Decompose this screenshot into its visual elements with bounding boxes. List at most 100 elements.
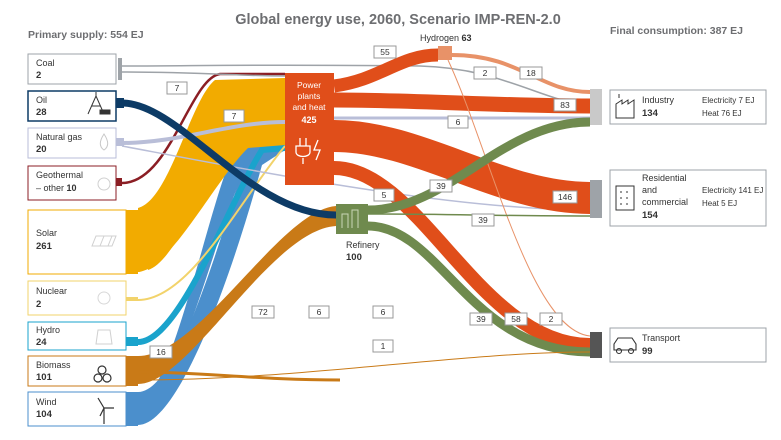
residential-detail-1: Electricity 141 EJ [702, 186, 763, 195]
flow-biomass-transport [137, 351, 591, 381]
flow-label: 146 [552, 190, 578, 204]
svg-text:2: 2 [483, 68, 488, 78]
flow-power-residential [333, 120, 591, 214]
consumer-residential[interactable]: Residential and commercial 154 Electrici… [590, 169, 767, 227]
svg-text:83: 83 [560, 100, 570, 110]
power-label-1: Power [297, 80, 321, 90]
flow-label: 72 [251, 305, 275, 319]
flow-gas-power [121, 120, 286, 145]
nuclear-icon [97, 291, 111, 305]
svg-text:1: 1 [381, 341, 386, 351]
source-hydro-label: Hydro [36, 325, 60, 335]
refinery-icon [341, 209, 359, 228]
primary-supply-header: Primary supply: 554 EJ [28, 29, 144, 41]
car-icon [613, 337, 637, 355]
log-pile-icon [93, 365, 112, 383]
solar-panel-icon [91, 235, 117, 247]
source-box-wind[interactable] [27, 391, 127, 427]
svg-text:6: 6 [456, 117, 461, 127]
flow-geothermal-power [121, 72, 285, 185]
svg-text:55: 55 [380, 47, 390, 57]
node-power-plants[interactable]: Power plants and heat 425 [285, 73, 334, 185]
svg-text:7: 7 [232, 111, 237, 121]
flow-label: 5 [373, 188, 395, 202]
hydrogen-label: Hydrogen 63 [420, 33, 472, 43]
consumer-industry[interactable]: Industry 134 Electricity 7 EJ Heat 76 EJ [590, 89, 767, 125]
flow-wind-power [138, 139, 285, 409]
svg-text:2: 2 [549, 314, 554, 324]
flow-label: 39 [471, 213, 495, 227]
svg-text:146: 146 [558, 192, 572, 202]
flow-label: 7 [166, 81, 188, 95]
source-gas-value: 20 [36, 144, 47, 155]
flow-power-hydrogen [333, 48, 439, 93]
flows [121, 48, 591, 425]
flow-gas-residential [121, 145, 591, 211]
flow-power-transport [333, 161, 591, 352]
source-nuclear-label: Nuclear [36, 286, 67, 296]
source-wind-value: 104 [36, 409, 53, 420]
source-geothermal-label-2: – other 10 [36, 183, 77, 193]
flow-label: 18 [519, 66, 543, 80]
power-label-2: plants [298, 91, 321, 101]
flow-label: 7 [223, 109, 245, 123]
residential-value: 154 [642, 210, 659, 221]
source-boxes: Coal 2 Oil 28 Natural gas 20 Geothermal … [27, 53, 138, 427]
transport-label: Transport [642, 333, 681, 343]
flow-hydro-power [137, 145, 286, 345]
power-value: 425 [301, 115, 316, 125]
industry-value: 134 [642, 108, 659, 119]
svg-text:16: 16 [156, 347, 166, 357]
source-box-geothermal[interactable] [27, 165, 117, 201]
flow-label: 39 [469, 312, 493, 326]
source-box-oil[interactable] [27, 90, 117, 122]
residential-label-1: Residential [642, 173, 687, 183]
plug-lightning-icon [295, 138, 321, 164]
industry-detail-2: Heat 76 EJ [702, 109, 742, 118]
source-oil-label: Oil [36, 95, 47, 105]
refinery-value: 100 [346, 252, 362, 263]
flow-refinery-transport [367, 221, 591, 357]
svg-text:72: 72 [258, 307, 268, 317]
flow-label: 58 [504, 312, 528, 326]
dam-icon [95, 329, 113, 345]
flow-label: 16 [149, 345, 173, 359]
flame-icon [99, 133, 109, 151]
flow-label: 1 [372, 339, 394, 353]
flow-label: 6 [372, 305, 394, 319]
flow-label: 39 [429, 179, 453, 193]
source-solar-label: Solar [36, 228, 57, 238]
flow-wind-power-main [138, 140, 285, 425]
source-wind-label: Wind [36, 397, 57, 407]
flow-label: 55 [373, 45, 397, 59]
node-hydrogen[interactable]: Hydrogen 63 [420, 33, 472, 60]
flow-hydrogen-transport [447, 59, 591, 337]
flow-label: 2 [539, 312, 563, 326]
flow-biomass-refinery [138, 206, 336, 384]
consumer-transport[interactable]: Transport 99 [590, 327, 767, 363]
source-coal-value: 2 [36, 70, 41, 81]
source-solar-value: 261 [36, 241, 53, 252]
source-biomass-label: Biomass [36, 360, 71, 370]
svg-text:58: 58 [511, 314, 521, 324]
svg-text:6: 6 [317, 307, 322, 317]
source-nuclear-value: 2 [36, 299, 41, 310]
power-label-3: and heat [292, 102, 326, 112]
svg-text:7: 7 [175, 83, 180, 93]
source-box-coal[interactable] [27, 53, 117, 85]
building-icon [615, 185, 635, 211]
source-box-hydro[interactable] [27, 321, 127, 351]
final-consumption-header: Final consumption: 387 EJ [610, 25, 743, 37]
flow-label: 6 [447, 115, 469, 129]
factory-icon [615, 94, 635, 119]
svg-text:6: 6 [381, 307, 386, 317]
flow-value-labels: 7 7 55 2 18 83 6 5 39 146 39 72 6 6 1 16… [149, 45, 578, 359]
flow-power-industry [333, 92, 591, 114]
node-refinery[interactable]: Refinery 100 [336, 204, 380, 263]
diagram-title: Global energy use, 2060, Scenario IMP-RE… [235, 12, 561, 28]
source-hydro-value: 24 [36, 337, 47, 348]
svg-text:5: 5 [382, 190, 387, 200]
svg-text:39: 39 [436, 181, 446, 191]
source-oil-value: 28 [36, 107, 47, 118]
